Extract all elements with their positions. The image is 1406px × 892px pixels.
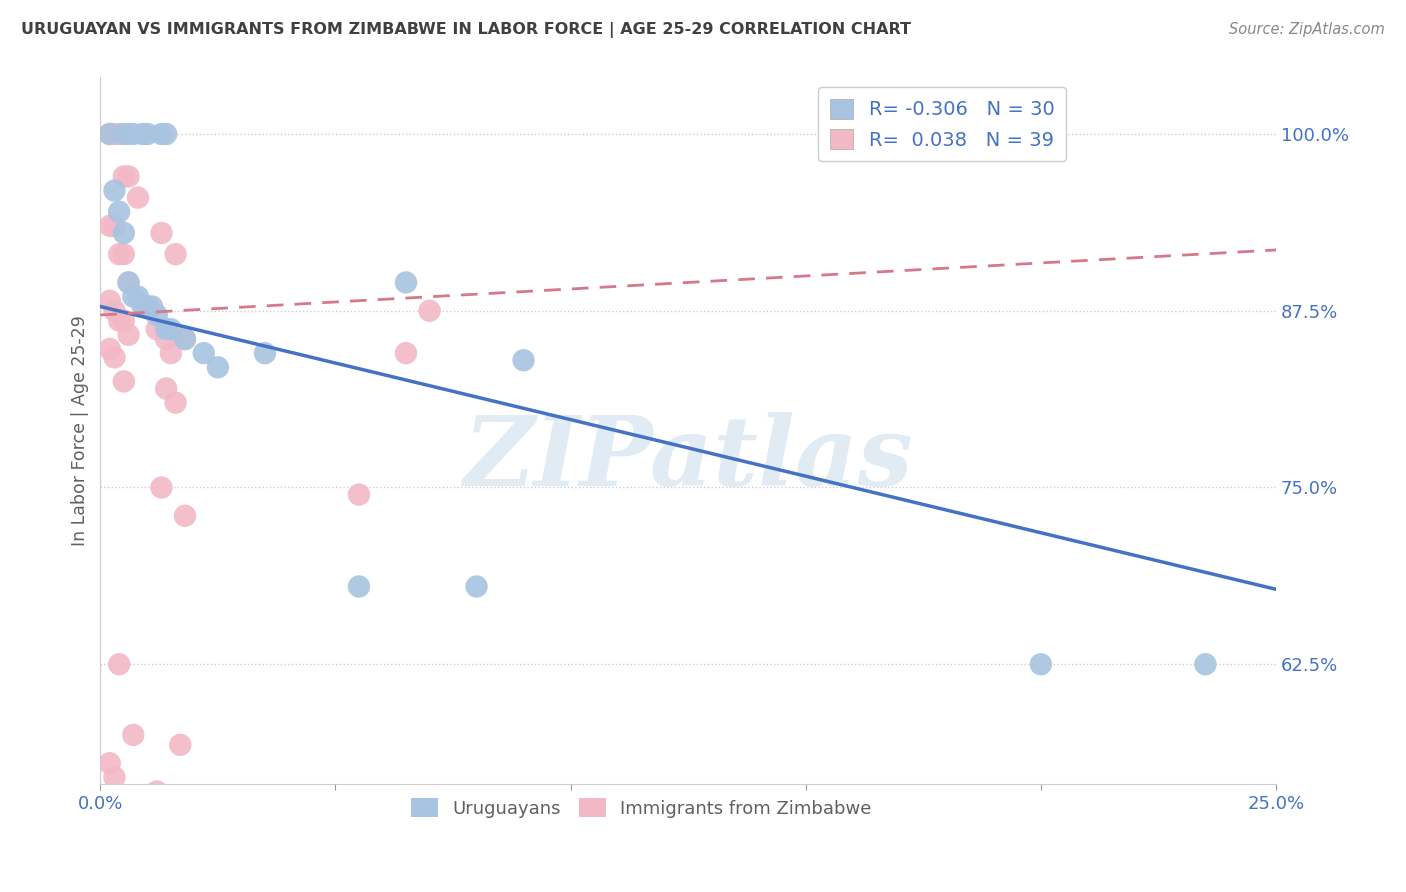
Point bbox=[136, 300, 159, 314]
Point bbox=[112, 375, 135, 389]
Point bbox=[512, 353, 534, 368]
Point bbox=[136, 127, 159, 141]
Point bbox=[131, 300, 153, 314]
Point bbox=[103, 219, 125, 233]
Point bbox=[98, 756, 121, 771]
Point bbox=[146, 308, 169, 322]
Point bbox=[112, 169, 135, 184]
Point bbox=[150, 226, 173, 240]
Point bbox=[117, 276, 139, 290]
Legend: Uruguayans, Immigrants from Zimbabwe: Uruguayans, Immigrants from Zimbabwe bbox=[404, 790, 879, 825]
Point bbox=[122, 728, 145, 742]
Point bbox=[136, 300, 159, 314]
Point bbox=[98, 127, 121, 141]
Point bbox=[131, 127, 153, 141]
Text: URUGUAYAN VS IMMIGRANTS FROM ZIMBABWE IN LABOR FORCE | AGE 25-29 CORRELATION CHA: URUGUAYAN VS IMMIGRANTS FROM ZIMBABWE IN… bbox=[21, 22, 911, 38]
Point bbox=[117, 327, 139, 342]
Point bbox=[347, 487, 370, 501]
Point bbox=[1194, 657, 1216, 672]
Point bbox=[103, 184, 125, 198]
Point bbox=[146, 322, 169, 336]
Point bbox=[127, 290, 149, 304]
Point bbox=[465, 579, 488, 593]
Point bbox=[112, 313, 135, 327]
Point bbox=[108, 127, 131, 141]
Point bbox=[117, 276, 139, 290]
Point bbox=[122, 290, 145, 304]
Point bbox=[122, 127, 145, 141]
Point bbox=[160, 346, 183, 360]
Point bbox=[169, 738, 191, 752]
Point bbox=[174, 332, 197, 346]
Point bbox=[98, 127, 121, 141]
Point bbox=[141, 300, 163, 314]
Point bbox=[150, 481, 173, 495]
Point bbox=[103, 127, 125, 141]
Text: Source: ZipAtlas.com: Source: ZipAtlas.com bbox=[1229, 22, 1385, 37]
Point bbox=[98, 293, 121, 308]
Point bbox=[108, 313, 131, 327]
Point bbox=[103, 770, 125, 784]
Point bbox=[108, 247, 131, 261]
Point bbox=[155, 382, 177, 396]
Point bbox=[160, 322, 183, 336]
Text: ZIPatlas: ZIPatlas bbox=[464, 412, 912, 507]
Point bbox=[146, 784, 169, 798]
Point bbox=[150, 127, 173, 141]
Point bbox=[418, 303, 440, 318]
Y-axis label: In Labor Force | Age 25-29: In Labor Force | Age 25-29 bbox=[72, 316, 89, 547]
Point bbox=[103, 303, 125, 318]
Point bbox=[112, 226, 135, 240]
Point bbox=[98, 342, 121, 356]
Point bbox=[207, 360, 229, 375]
Point bbox=[155, 322, 177, 336]
Point bbox=[1029, 657, 1052, 672]
Point bbox=[127, 191, 149, 205]
Point bbox=[165, 247, 187, 261]
Point bbox=[395, 276, 418, 290]
Point bbox=[253, 346, 276, 360]
Point bbox=[155, 332, 177, 346]
Point bbox=[98, 219, 121, 233]
Point bbox=[174, 332, 197, 346]
Point bbox=[174, 508, 197, 523]
Point bbox=[112, 127, 135, 141]
Point bbox=[117, 169, 139, 184]
Point bbox=[108, 204, 131, 219]
Point bbox=[193, 346, 215, 360]
Point bbox=[347, 579, 370, 593]
Point bbox=[103, 351, 125, 365]
Point bbox=[112, 247, 135, 261]
Point bbox=[108, 657, 131, 672]
Point bbox=[395, 346, 418, 360]
Point bbox=[165, 395, 187, 409]
Point bbox=[117, 127, 139, 141]
Point bbox=[155, 127, 177, 141]
